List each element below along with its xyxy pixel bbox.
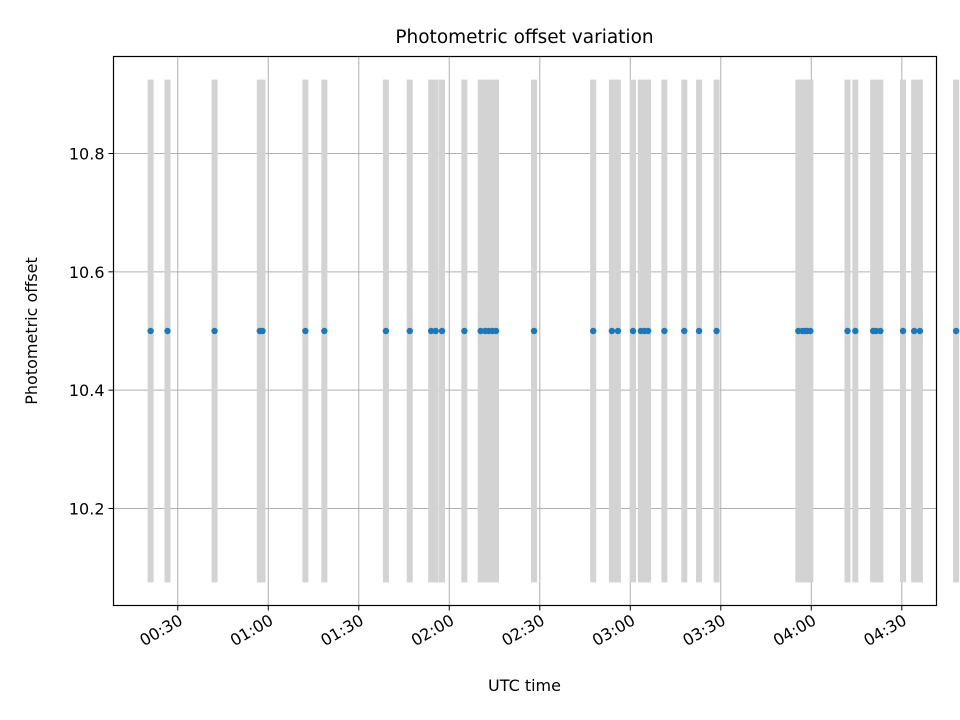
- data-point: [530, 327, 538, 335]
- data-point: [147, 327, 154, 335]
- data-point: [438, 327, 446, 335]
- data-point: [589, 327, 597, 335]
- data-point: [852, 327, 859, 335]
- data-point: [492, 327, 500, 335]
- plot-frame: [112, 55, 938, 607]
- data-point: [916, 327, 924, 335]
- data-point: [629, 327, 637, 335]
- data-point: [644, 327, 652, 335]
- y-tick-label: 10.6: [69, 263, 105, 282]
- x-tick-label: 03:00: [589, 611, 638, 651]
- y-tick-label: 10.2: [69, 499, 105, 518]
- x-tick-label: 01:30: [317, 611, 366, 651]
- data-point: [899, 327, 907, 335]
- chart-title: Photometric offset variation: [395, 27, 653, 48]
- data-point: [211, 327, 218, 335]
- data-points: [147, 327, 960, 335]
- data-point: [614, 327, 622, 335]
- x-axis-ticks: 00:30 01:00 01:30 02:00 02:30 03:00 03:30 04:00…: [136, 605, 910, 651]
- error-bars: [147, 79, 960, 583]
- data-point: [713, 327, 720, 335]
- data-point: [432, 327, 439, 335]
- data-point: [259, 327, 266, 335]
- y-tick-label: 10.8: [69, 145, 105, 164]
- x-tick-label: 02:30: [498, 611, 547, 651]
- data-point: [952, 327, 960, 335]
- data-point: [302, 327, 309, 335]
- data-point: [477, 327, 484, 335]
- data-point: [807, 327, 814, 335]
- x-tick-label: 04:30: [860, 611, 909, 651]
- data-point: [406, 327, 413, 335]
- x-tick-label: 01:00: [227, 611, 276, 651]
- data-point: [844, 327, 851, 335]
- data-point: [661, 327, 668, 335]
- data-point: [164, 327, 171, 335]
- x-tick-label: 03:30: [679, 611, 728, 651]
- x-tick-label: 02:00: [408, 611, 457, 651]
- data-point: [695, 327, 703, 335]
- data-point: [910, 327, 918, 335]
- y-axis-ticks: 10.2 10.4 10.6 10.8: [69, 145, 114, 518]
- x-tick-label: 00:30: [136, 611, 185, 651]
- data-point: [382, 327, 390, 335]
- data-point: [321, 327, 328, 335]
- data-point: [608, 327, 616, 335]
- data-point: [681, 327, 688, 335]
- y-tick-label: 10.4: [69, 381, 105, 400]
- data-point: [877, 327, 884, 335]
- data-point: [427, 327, 435, 335]
- data-point: [461, 327, 468, 335]
- y-axis-label: Photometric offset: [22, 257, 41, 405]
- x-axis-label: UTC time: [488, 676, 561, 695]
- x-tick-label: 04:00: [770, 611, 819, 651]
